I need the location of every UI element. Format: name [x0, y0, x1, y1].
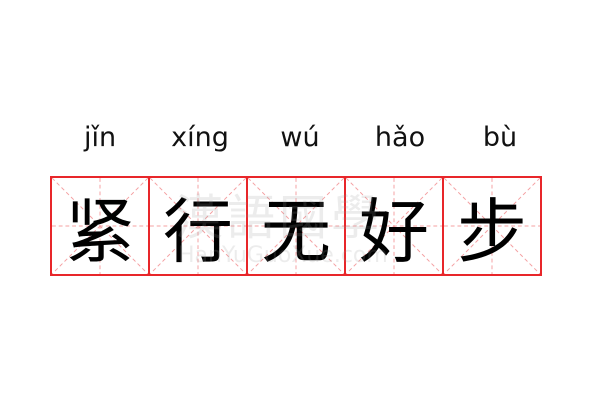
grid-cell: 紧	[50, 176, 150, 276]
grid-cell: 步	[442, 176, 542, 276]
character: 好	[359, 190, 429, 273]
guide-lines	[150, 178, 246, 274]
character: 无	[261, 190, 331, 273]
guide-lines	[346, 178, 442, 274]
pinyin: hǎo	[374, 122, 426, 153]
guide-lines	[444, 178, 540, 274]
character: 紧	[65, 190, 135, 273]
guide-lines	[248, 178, 344, 274]
pinyin: bù	[482, 122, 518, 153]
grid-cell: 行	[148, 176, 248, 276]
character: 步	[457, 190, 527, 273]
character: 行	[163, 190, 233, 273]
character-grid: 紧 行 无 好 步	[50, 176, 550, 276]
grid-cell: 无	[246, 176, 346, 276]
pinyin: xíng	[171, 122, 229, 153]
pinyin: wú	[280, 122, 320, 153]
guide-lines	[52, 178, 148, 274]
grid-cell: 好	[344, 176, 444, 276]
pinyin-row: jǐn xíng wú hǎo bù	[50, 118, 550, 158]
pinyin: jǐn	[83, 122, 117, 153]
